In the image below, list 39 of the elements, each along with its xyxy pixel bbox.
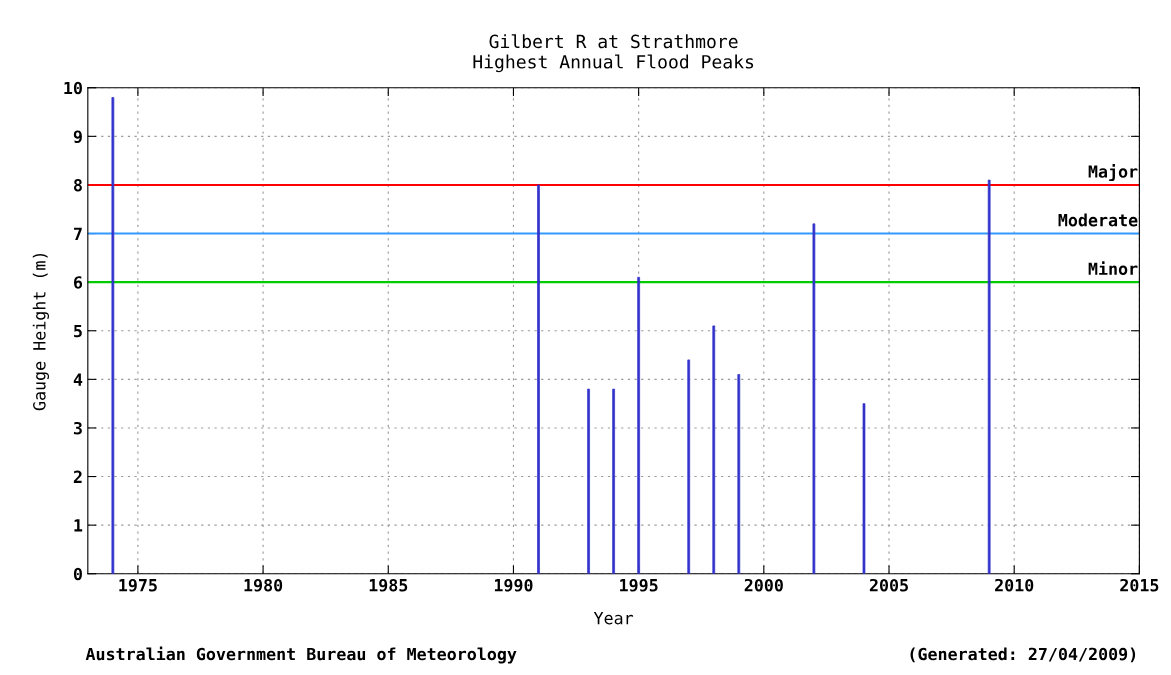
bar (862, 403, 866, 574)
x-axis-title: Year (593, 612, 634, 625)
y-tick-label: 9 (73, 130, 82, 143)
bar (637, 276, 640, 574)
ref-line-label: Major (1088, 164, 1138, 182)
text: Australian Government Bureau of Meteorology (85, 646, 517, 664)
bar (612, 388, 615, 574)
x-tick-label: 2010 (995, 578, 1034, 592)
ref-line-label: Moderate (1058, 213, 1138, 227)
bar (587, 388, 590, 574)
bar (712, 325, 716, 574)
ref-line-label: Minor (1088, 261, 1138, 276)
x-tick-label: 1990 (494, 578, 533, 592)
y-tick-label: 2 (73, 470, 82, 483)
y-tick-label: 10 (64, 81, 82, 95)
bar (812, 223, 816, 574)
bar (687, 359, 691, 574)
y-tick-label: 1 (74, 519, 83, 532)
bar (537, 184, 540, 574)
x-tick-label: 2005 (869, 578, 908, 592)
x-tick-label: 1995 (620, 579, 658, 592)
bar (987, 179, 991, 574)
y-tick-label: 5 (74, 324, 82, 338)
y-tick-label: 7 (74, 227, 82, 240)
y-tick-label: 8 (73, 178, 82, 192)
y-tick-label: 6 (74, 276, 83, 289)
bar (111, 97, 115, 574)
y-axis-title: Gauge Height (m) (32, 253, 50, 411)
chart-title: Gilbert R at Strathmore Highest Annual Flood Peaks (473, 34, 754, 73)
text: (Generated: 27/04/2009) (910, 647, 1136, 663)
x-tick-label: 1985 (369, 578, 408, 592)
x-tick-label: 1975 (119, 579, 157, 592)
x-tick-label: 1980 (244, 578, 283, 592)
bar (737, 374, 741, 574)
x-tick-label: 2015 (1120, 578, 1159, 592)
y-tick-label: 4 (73, 373, 83, 386)
x-tick-label: 2000 (744, 578, 783, 592)
y-tick-label: 3 (73, 421, 82, 435)
y-tick-label: 0 (73, 567, 82, 581)
